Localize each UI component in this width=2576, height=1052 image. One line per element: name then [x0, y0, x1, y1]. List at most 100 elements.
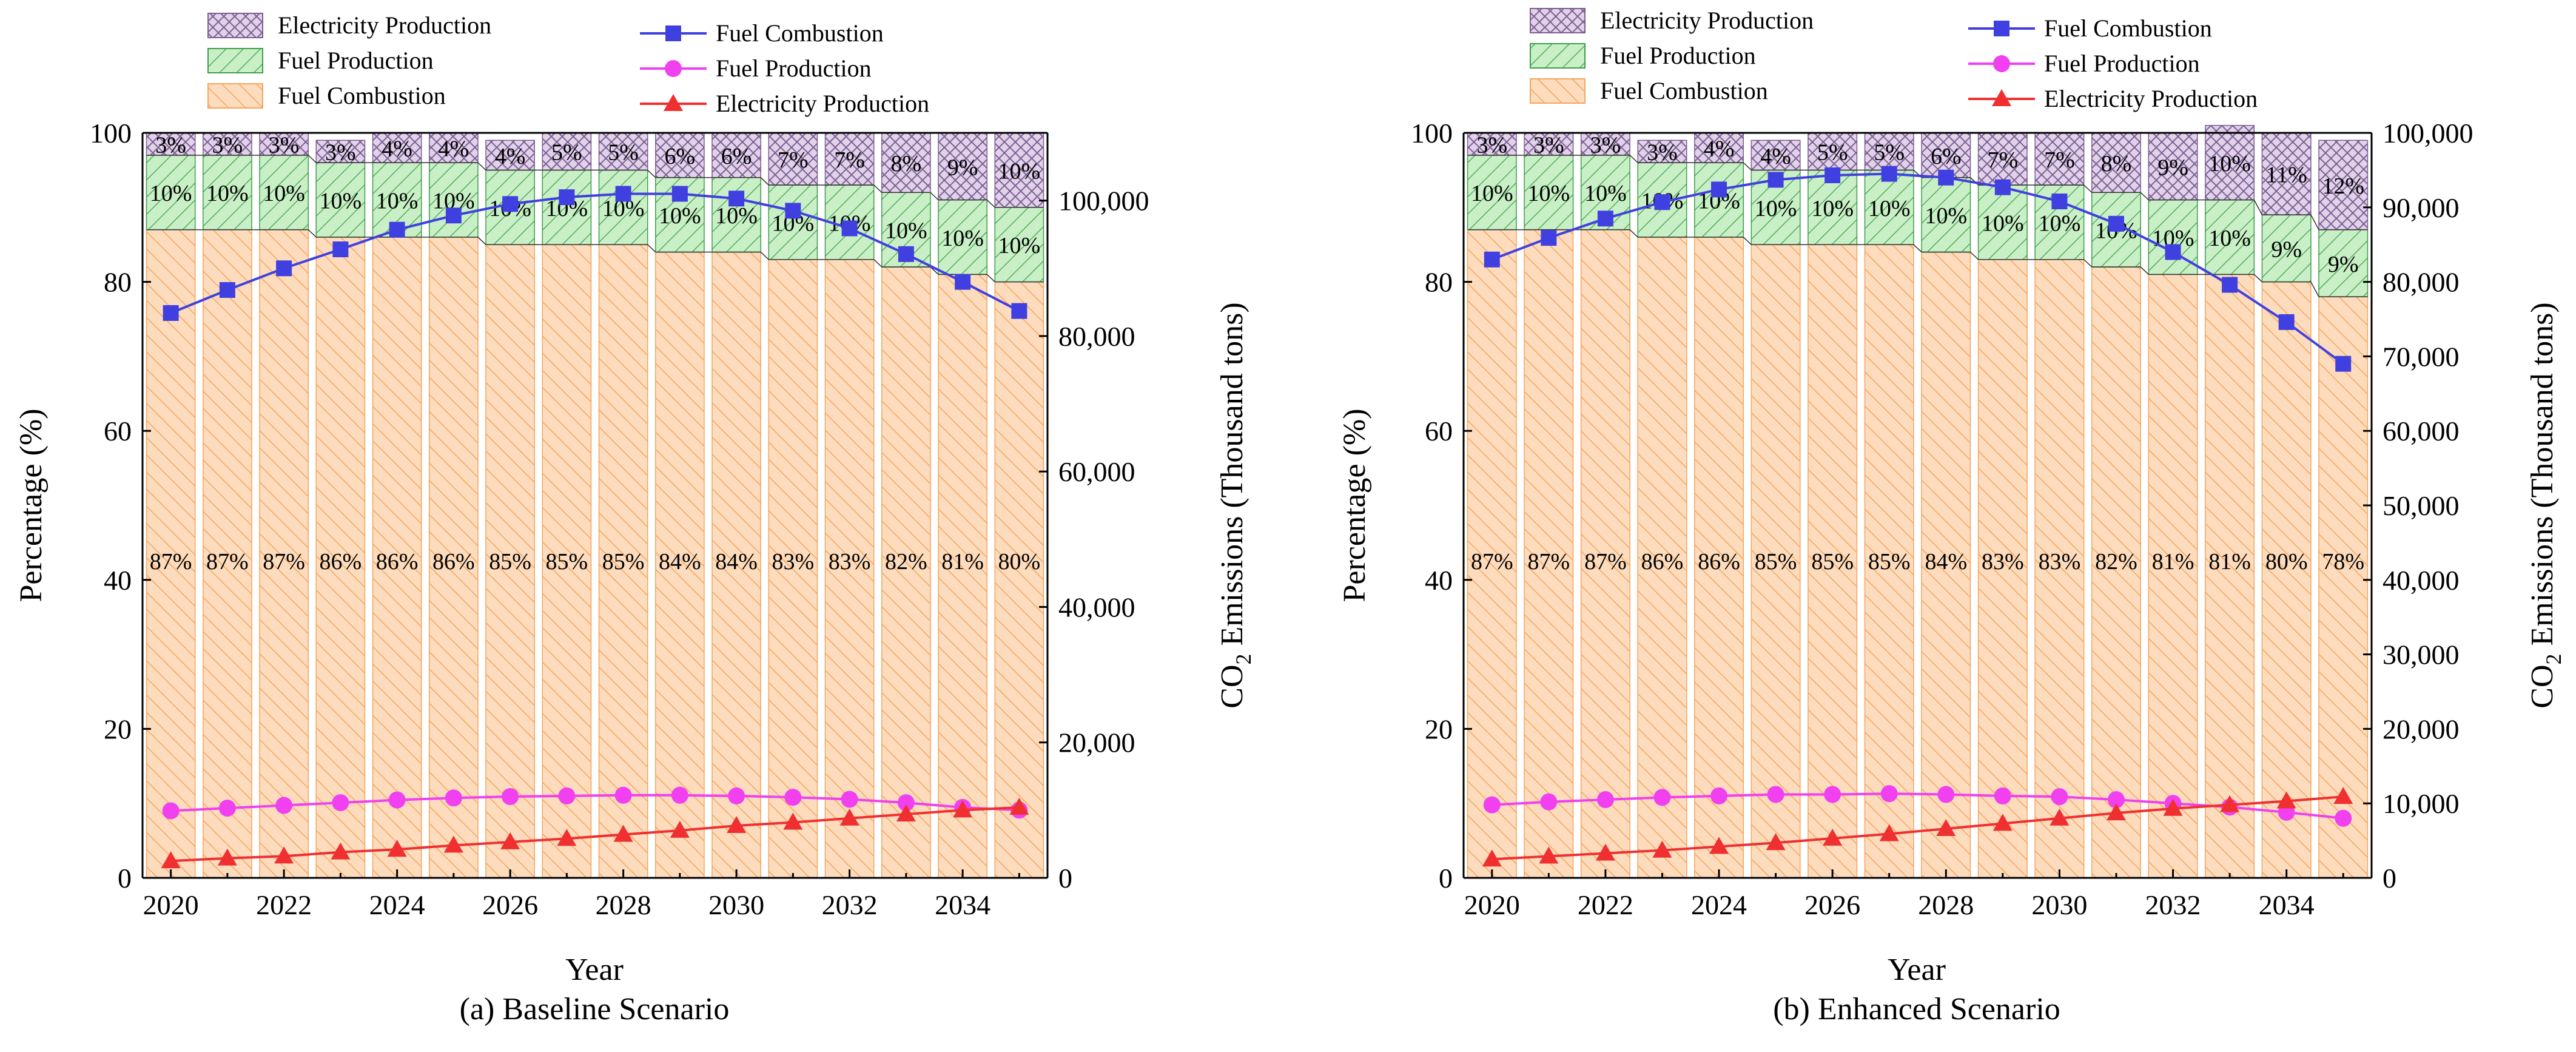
percent-label-fuel-combustion: 86%	[432, 549, 475, 575]
percent-label-fuel-production: 9%	[2328, 252, 2359, 277]
y-tick-label: 40	[1425, 565, 1453, 596]
percent-label-fuel-combustion: 81%	[2152, 549, 2194, 575]
bar-fuel-combustion	[655, 251, 705, 878]
bar-fuel-production	[203, 155, 252, 231]
data-point-circle	[2107, 791, 2125, 809]
data-point-circle	[1710, 787, 1728, 804]
percent-label-fuel-production: 10%	[1925, 203, 1967, 229]
bar-fuel-combustion	[2318, 296, 2369, 878]
percent-label-electricity-production: 5%	[1874, 140, 1905, 166]
y2-tick-label: 70,000	[2383, 341, 2460, 372]
y-tick-label: 20	[1425, 713, 1453, 744]
bar-fuel-combustion	[542, 244, 592, 878]
data-point-square	[671, 186, 688, 202]
bar-electricity-production	[372, 132, 422, 163]
legend-swatch-fuel-combustion-bar	[207, 83, 263, 109]
bar-electricity-production	[994, 132, 1044, 208]
legend-label-fuel-combustion-bar: Fuel Combustion	[278, 82, 446, 109]
y-tick-label: 80	[104, 267, 132, 298]
percent-label-fuel-combustion: 81%	[941, 549, 984, 575]
legend-label-fuel-production-line: Fuel Production	[716, 55, 872, 82]
percent-label-fuel-production: 10%	[1982, 211, 2024, 236]
data-point-square	[2165, 244, 2181, 260]
percent-label-fuel-combustion: 78%	[2322, 549, 2364, 575]
data-point-circle	[614, 786, 632, 804]
series-line-fuel-combustion	[1491, 172, 2344, 365]
bar-electricity-production	[598, 132, 648, 171]
y2-tick-label: 50,000	[2383, 490, 2460, 521]
percent-label-electricity-production: 10%	[998, 158, 1041, 184]
bar-fuel-production	[315, 162, 366, 238]
data-point-square	[219, 282, 235, 298]
data-point-square	[2108, 215, 2124, 232]
legend-label-fuel-production-bar: Fuel Production	[278, 47, 434, 74]
data-point-square	[841, 220, 858, 237]
y2-axis-label-baseline: CO2 Emissions (Thousand tons)	[1215, 302, 1256, 708]
percent-label-fuel-combustion: 84%	[659, 549, 701, 575]
percent-label-fuel-combustion: 83%	[1982, 549, 2024, 575]
bar-fuel-combustion	[2034, 259, 2085, 878]
data-point-square	[1994, 179, 2011, 195]
stack-connector-line	[1467, 155, 2368, 231]
percent-label-fuel-combustion: 84%	[1925, 549, 1967, 575]
legend-swatch-fuel-production-bar	[207, 48, 263, 73]
percent-label-fuel-combustion: 85%	[1868, 549, 1911, 575]
data-point-triangle	[1009, 797, 1029, 815]
percent-label-electricity-production: 7%	[778, 147, 809, 173]
data-point-triangle	[727, 816, 747, 834]
percent-label-fuel-production: 10%	[998, 233, 1041, 258]
bar-electricity-production	[542, 132, 592, 171]
percent-label-electricity-production: 3%	[1647, 140, 1678, 166]
percent-label-fuel-production: 10%	[150, 181, 192, 206]
legend-label-electricity-bar: Electricity Production	[1600, 7, 1814, 34]
data-point-triangle	[2163, 798, 2183, 816]
data-point-triangle	[1709, 837, 1729, 854]
y-axis-label-baseline: Percentage (%)	[14, 408, 49, 602]
percent-label-fuel-combustion: 85%	[546, 549, 588, 575]
percent-label-fuel-production: 10%	[1868, 196, 1911, 221]
data-point-square	[2335, 356, 2352, 372]
percent-label-electricity-production: 4%	[1760, 144, 1791, 169]
percent-label-electricity-production: 10%	[2208, 151, 2251, 177]
legend-label-electricity-production-line: Electricity Production	[2044, 85, 2258, 112]
y-tick-label: 60	[104, 416, 132, 447]
percent-label-fuel-combustion: 87%	[150, 549, 192, 575]
data-point-circle	[558, 787, 576, 804]
legend-swatch-electricity-bar	[207, 13, 263, 38]
percent-label-electricity-production: 4%	[1704, 137, 1735, 162]
bar-fuel-combustion	[203, 229, 252, 878]
bar-fuel-combustion	[429, 237, 479, 878]
series-line-fuel-combustion	[170, 192, 1020, 314]
x-tick-label: 2032	[2145, 889, 2201, 920]
x-axis-label-enhanced: Year	[1888, 953, 1946, 987]
bar-electricity-production	[2205, 124, 2255, 201]
percent-label-fuel-production: 10%	[715, 203, 758, 229]
plot-layer-baseline: 87% 10% 3% 87% 10% 3% 87% 10% 3% 86% 10% 3% 86% 10% 4%…	[90, 118, 1149, 920]
data-point-circle	[1596, 791, 1614, 809]
percent-label-electricity-production: 3%	[269, 132, 300, 158]
percent-label-electricity-production: 3%	[212, 132, 243, 158]
percent-label-fuel-combustion: 86%	[376, 549, 419, 575]
data-point-circle	[162, 802, 180, 820]
bar-fuel-combustion	[146, 229, 196, 878]
bar-fuel-combustion	[485, 244, 535, 878]
bar-fuel-production	[1921, 177, 1971, 253]
data-point-triangle	[1766, 833, 1786, 851]
legend-swatch-fuel-combustion-bar	[1530, 78, 1586, 104]
bar-fuel-production	[994, 207, 1044, 283]
series-line-electricity-production	[1491, 795, 2344, 861]
percent-label-fuel-combustion: 87%	[263, 549, 305, 575]
bar-electricity-production	[711, 132, 761, 178]
data-point-circle	[388, 791, 406, 809]
y2-tick-label: 20,000	[2383, 713, 2460, 744]
plot-layer-enhanced: 87% 10% 3% 87% 10% 3% 87% 10% 3% 86% 10% 3% 86% 10% 4%…	[1411, 118, 2473, 920]
bar-electricity-production	[824, 132, 875, 186]
data-point-circle	[784, 789, 802, 806]
percent-label-fuel-production: 10%	[659, 203, 701, 229]
data-point-circle	[1483, 796, 1501, 814]
bar-fuel-combustion	[994, 281, 1044, 878]
percent-label-fuel-combustion: 83%	[772, 549, 815, 575]
data-point-circle	[2335, 809, 2352, 827]
x-tick-label: 2028	[1918, 889, 1974, 920]
bar-fuel-production	[429, 162, 479, 238]
